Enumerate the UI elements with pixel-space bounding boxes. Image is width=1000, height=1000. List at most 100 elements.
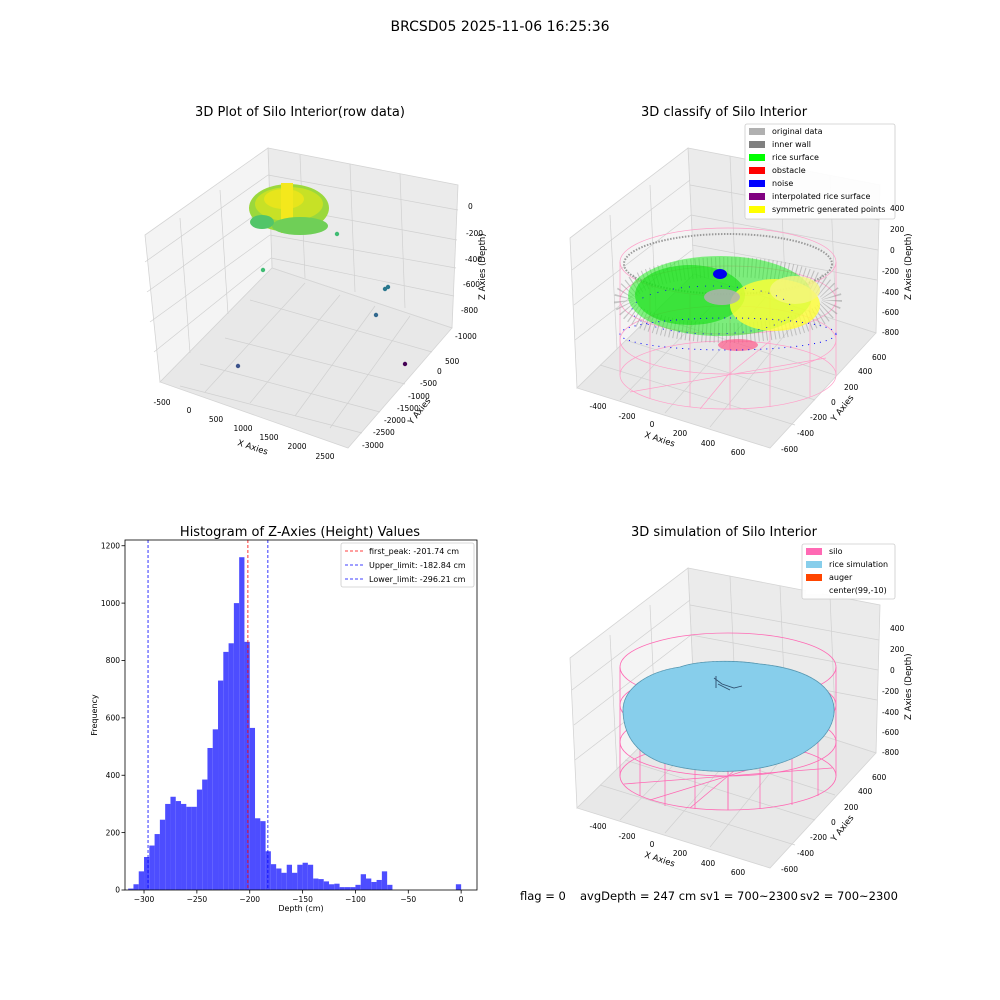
legend-swatch bbox=[749, 141, 765, 148]
chart-legend: original data inner wall rice surface ob… bbox=[744, 123, 896, 220]
histogram-bar bbox=[181, 803, 187, 890]
y-tick-label: 200 bbox=[106, 828, 121, 837]
z-tick-labels: 400 200 0 -200 -400 -600 -800 bbox=[882, 204, 905, 337]
y-tick-label: -2500 bbox=[373, 428, 395, 437]
legend-label: auger bbox=[829, 573, 853, 582]
legend-swatch bbox=[749, 193, 765, 200]
z-tick-label: 0 bbox=[468, 202, 473, 211]
chart-title: 3D Plot of Silo Interior(row data) bbox=[195, 105, 405, 120]
x-tick-label: −150 bbox=[292, 895, 313, 904]
histogram-bar bbox=[249, 727, 256, 890]
x-tick-label: 200 bbox=[673, 429, 688, 438]
y-tick-label: 600 bbox=[872, 773, 887, 782]
legend-swatch bbox=[806, 548, 822, 555]
y-tick-label: 0 bbox=[831, 398, 836, 407]
histogram-bar bbox=[223, 651, 229, 890]
histogram-bar bbox=[334, 883, 340, 890]
z-axis-label: Z Axies (Depth) bbox=[904, 233, 914, 300]
panel-raw-3d: 3D Plot of Silo Interior(row data) bbox=[144, 105, 488, 461]
histogram-bar bbox=[165, 803, 171, 890]
z-tick-label: -400 bbox=[882, 708, 899, 717]
x-tick-label: −250 bbox=[187, 895, 208, 904]
legend-swatch bbox=[749, 206, 765, 213]
histogram-bar bbox=[371, 881, 377, 890]
x-tick-label: 2000 bbox=[287, 442, 306, 451]
chart-title: 3D simulation of Silo Interior bbox=[631, 525, 818, 540]
z-tick-label: 200 bbox=[890, 225, 905, 234]
chart-title: 3D classify of Silo Interior bbox=[641, 105, 808, 120]
y-tick-label: -1500 bbox=[397, 404, 419, 413]
legend-swatch bbox=[806, 587, 822, 594]
histogram-bar bbox=[154, 834, 160, 890]
histogram-bars bbox=[128, 557, 462, 890]
legend-label: original data bbox=[772, 127, 823, 136]
histogram-bar bbox=[360, 874, 367, 890]
histogram-bar bbox=[355, 884, 361, 890]
histogram-bar bbox=[286, 864, 293, 890]
plot-frame bbox=[124, 539, 478, 891]
z-tick-label: -400 bbox=[882, 288, 899, 297]
histogram-bar bbox=[233, 603, 240, 890]
x-ticks: −300 −250 −200 −150 −100 −50 0 bbox=[134, 890, 464, 904]
histogram-bar bbox=[297, 864, 303, 890]
y-tick-label: 0 bbox=[831, 818, 836, 827]
x-tick-label: 1000 bbox=[233, 424, 252, 433]
histogram-bar bbox=[292, 872, 298, 890]
legend-label: Lower_limit: -296.21 cm bbox=[369, 575, 466, 584]
x-tick-label: 1500 bbox=[259, 433, 278, 442]
histogram-bar bbox=[307, 864, 314, 890]
x-tick-label: 0 bbox=[650, 420, 655, 429]
raw-outliers bbox=[235, 231, 408, 369]
legend-label: silo bbox=[829, 547, 843, 556]
x-axis-label: X Axies bbox=[643, 430, 676, 449]
y-ticks: 0 200 400 600 800 1000 1200 bbox=[101, 541, 125, 895]
z-tick-label: -400 bbox=[465, 255, 482, 264]
chart-legend: first_peak: -201.74 cm Upper_limit: -182… bbox=[340, 542, 475, 588]
histogram-bar bbox=[270, 864, 277, 890]
y-tick-label: 1200 bbox=[101, 541, 120, 550]
status-line: flag = 0 avgDepth = 247 cm sv1 = 700~230… bbox=[520, 889, 898, 903]
histogram-bar bbox=[344, 887, 351, 890]
histogram-bar bbox=[159, 819, 166, 890]
status-avg-depth: avgDepth = 247 cm bbox=[580, 889, 696, 903]
y-tick-label: 800 bbox=[106, 656, 121, 665]
x-tick-label: 600 bbox=[731, 868, 746, 877]
legend-label: symmetric generated points bbox=[772, 205, 885, 214]
x-tick-label: 600 bbox=[731, 448, 746, 457]
z-tick-label: 0 bbox=[890, 666, 895, 675]
z-tick-labels: 0 -200 -400 -600 -800 -1000 bbox=[455, 202, 483, 341]
figure-suptitle: BRCSD05 2025-11-06 16:25:36 bbox=[390, 19, 609, 35]
histogram-bar bbox=[366, 878, 372, 890]
histogram-bar bbox=[302, 862, 308, 890]
y-tick-label: -200 bbox=[810, 413, 827, 422]
z-tick-label: -200 bbox=[882, 267, 899, 276]
histogram-bar bbox=[202, 779, 208, 890]
histogram-bar bbox=[239, 557, 245, 890]
x-tick-labels: -500 0 500 1000 1500 2000 2500 bbox=[153, 398, 334, 461]
histogram-bar bbox=[191, 806, 197, 890]
y-tick-label: -600 bbox=[781, 865, 798, 874]
histogram-bar bbox=[313, 878, 319, 890]
histogram-bar bbox=[170, 796, 176, 890]
x-axis-label: X Axies bbox=[643, 850, 676, 869]
x-tick-label: -200 bbox=[618, 412, 635, 421]
grid-lines bbox=[144, 154, 459, 434]
legend-label: Upper_limit: -182.84 cm bbox=[369, 561, 466, 570]
histogram-bar bbox=[218, 680, 224, 890]
histogram-bar bbox=[350, 887, 356, 890]
x-tick-labels: -400 -200 0 200 400 600 bbox=[589, 402, 745, 457]
status-sv1: sv1 = 700~2300 bbox=[700, 889, 798, 903]
legend-label: interpolated rice surface bbox=[772, 192, 870, 201]
histogram-bar bbox=[318, 879, 324, 890]
outlier-point bbox=[402, 361, 408, 367]
x-tick-label: -200 bbox=[618, 832, 635, 841]
histogram-bar bbox=[128, 888, 134, 890]
z-tick-label: -200 bbox=[882, 687, 899, 696]
legend-label: first_peak: -201.74 cm bbox=[369, 547, 459, 556]
histogram-bar bbox=[281, 872, 287, 890]
histogram-bar bbox=[381, 871, 388, 890]
y-tick-label: 400 bbox=[106, 771, 121, 780]
y-tick-label: 400 bbox=[858, 787, 873, 796]
y-tick-label: -2000 bbox=[384, 416, 406, 425]
